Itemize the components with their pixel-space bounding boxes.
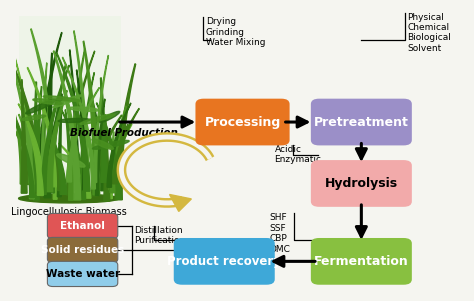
Ellipse shape <box>68 107 100 111</box>
Polygon shape <box>21 80 27 193</box>
Polygon shape <box>44 97 63 198</box>
Polygon shape <box>170 194 191 211</box>
Polygon shape <box>9 56 42 193</box>
Polygon shape <box>94 56 109 182</box>
Ellipse shape <box>80 114 115 124</box>
FancyBboxPatch shape <box>311 238 412 285</box>
Text: Solid residues: Solid residues <box>41 245 124 255</box>
Text: Physical
Chemical
Biological
Solvent: Physical Chemical Biological Solvent <box>407 13 451 53</box>
Text: Processing: Processing <box>204 116 281 129</box>
Polygon shape <box>40 67 56 182</box>
Polygon shape <box>0 96 33 183</box>
Text: SHF
SSF
CBP
DMC: SHF SSF CBP DMC <box>269 213 290 254</box>
Polygon shape <box>33 87 42 200</box>
Polygon shape <box>115 64 136 200</box>
Polygon shape <box>107 103 131 187</box>
FancyBboxPatch shape <box>47 213 118 239</box>
Ellipse shape <box>92 140 129 149</box>
Polygon shape <box>112 109 139 184</box>
Polygon shape <box>54 51 81 200</box>
Ellipse shape <box>18 194 119 203</box>
Polygon shape <box>14 53 35 195</box>
Polygon shape <box>68 128 74 184</box>
Polygon shape <box>5 96 30 185</box>
Text: Pretreatment: Pretreatment <box>314 116 409 129</box>
Polygon shape <box>27 68 58 187</box>
Polygon shape <box>18 115 38 195</box>
Text: Drying
Grinding
Water Mixing: Drying Grinding Water Mixing <box>206 17 265 47</box>
Polygon shape <box>110 106 127 193</box>
Polygon shape <box>14 109 23 184</box>
Polygon shape <box>73 31 89 184</box>
Polygon shape <box>66 51 95 195</box>
Polygon shape <box>107 124 132 199</box>
Polygon shape <box>46 53 53 190</box>
FancyBboxPatch shape <box>47 237 118 262</box>
Polygon shape <box>50 64 66 193</box>
Polygon shape <box>56 53 90 191</box>
Polygon shape <box>5 118 34 184</box>
FancyBboxPatch shape <box>311 160 412 207</box>
Polygon shape <box>69 49 85 200</box>
Polygon shape <box>38 33 62 182</box>
Polygon shape <box>23 107 41 191</box>
Polygon shape <box>109 132 115 190</box>
Text: Waste water: Waste water <box>46 269 119 279</box>
FancyBboxPatch shape <box>174 238 275 285</box>
Polygon shape <box>70 50 79 191</box>
Ellipse shape <box>21 115 46 120</box>
Polygon shape <box>76 70 87 190</box>
Ellipse shape <box>100 111 120 123</box>
Polygon shape <box>91 115 122 196</box>
Ellipse shape <box>43 96 81 101</box>
Polygon shape <box>31 29 57 182</box>
Polygon shape <box>109 125 128 191</box>
Polygon shape <box>96 103 121 199</box>
Polygon shape <box>49 131 67 194</box>
Polygon shape <box>80 73 94 189</box>
Polygon shape <box>38 98 46 186</box>
Polygon shape <box>79 141 108 198</box>
Polygon shape <box>27 125 43 195</box>
Text: Product recovery: Product recovery <box>167 255 281 268</box>
Polygon shape <box>57 94 62 197</box>
Ellipse shape <box>26 99 56 114</box>
Ellipse shape <box>53 95 82 107</box>
Polygon shape <box>32 82 38 191</box>
Polygon shape <box>59 143 91 198</box>
Ellipse shape <box>57 154 85 167</box>
Polygon shape <box>58 104 86 200</box>
Polygon shape <box>49 126 62 191</box>
FancyBboxPatch shape <box>195 99 290 145</box>
Polygon shape <box>41 66 70 194</box>
Polygon shape <box>46 91 67 192</box>
FancyBboxPatch shape <box>311 99 412 145</box>
FancyBboxPatch shape <box>47 261 118 287</box>
Ellipse shape <box>33 99 62 104</box>
FancyBboxPatch shape <box>18 16 121 201</box>
Text: Hydrolysis: Hydrolysis <box>325 177 398 190</box>
Text: Ethanol: Ethanol <box>60 221 105 231</box>
Polygon shape <box>62 57 95 189</box>
Polygon shape <box>40 63 47 196</box>
Polygon shape <box>66 88 100 182</box>
Polygon shape <box>5 44 34 199</box>
Ellipse shape <box>58 118 90 123</box>
Polygon shape <box>83 41 100 195</box>
Polygon shape <box>96 99 105 195</box>
Text: Distillation
Purification: Distillation Purification <box>134 226 185 245</box>
Text: Lingocellulosic Biomass: Lingocellulosic Biomass <box>11 207 127 217</box>
Text: Acidic
Enzymatic: Acidic Enzymatic <box>274 144 321 164</box>
Polygon shape <box>65 110 73 181</box>
Polygon shape <box>3 98 34 198</box>
Polygon shape <box>100 78 108 182</box>
Text: Biofuel Production: Biofuel Production <box>70 128 178 138</box>
Ellipse shape <box>92 139 113 149</box>
Polygon shape <box>90 90 105 191</box>
Polygon shape <box>104 115 110 201</box>
Polygon shape <box>18 104 44 182</box>
Text: Fermentation: Fermentation <box>314 255 409 268</box>
Polygon shape <box>34 115 57 199</box>
